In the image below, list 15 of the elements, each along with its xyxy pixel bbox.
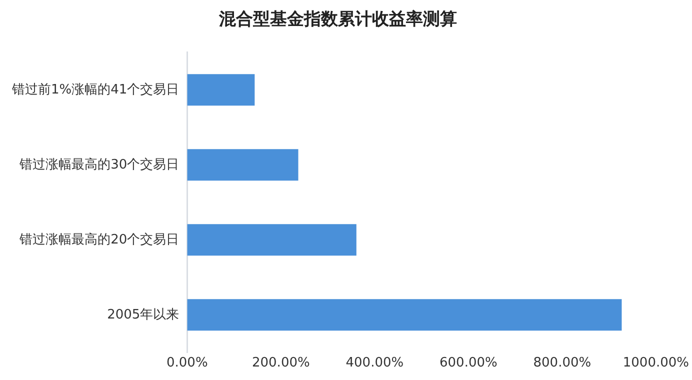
bar: [187, 74, 255, 106]
bar: [187, 224, 356, 256]
x-tick-label: 400.00%: [346, 356, 404, 371]
y-tick-label: 错过涨幅最高的20个交易日: [18, 231, 180, 248]
y-tick-label: 错过前1%涨幅的41个交易日: [10, 81, 180, 98]
x-tick-label: 200.00%: [252, 356, 310, 371]
y-tick-label: 错过涨幅最高的30个交易日: [18, 156, 180, 172]
x-tick-label: 600.00%: [440, 356, 498, 371]
chart-title: 混合型基金指数累计收益率测算: [218, 10, 457, 30]
bar: [187, 299, 622, 331]
bar: [187, 149, 298, 181]
x-tick-label: 0.00%: [166, 356, 208, 371]
x-tick-label: 800.00%: [533, 356, 592, 371]
y-tick-label: 2005年以来: [107, 307, 180, 322]
x-tick-label: 1000.00%: [622, 356, 690, 371]
